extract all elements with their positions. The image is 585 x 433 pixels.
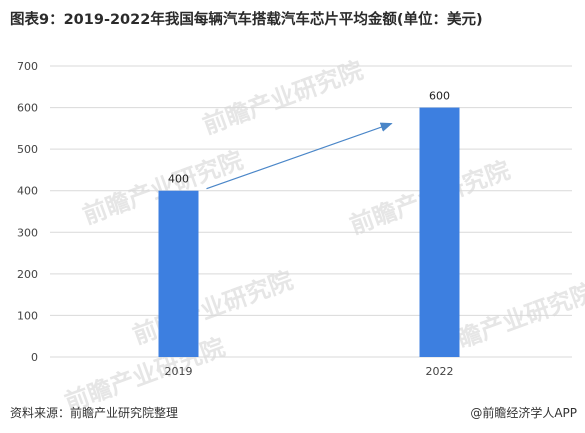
y-axis-tick-labels: 0 100 200 300 400 500 600 700 — [17, 60, 38, 364]
data-label-2022: 600 — [429, 90, 450, 103]
bar-2022 — [419, 107, 460, 357]
bar-2019 — [158, 190, 199, 357]
x-tick-label-2022: 2022 — [426, 365, 454, 378]
bars — [158, 107, 460, 357]
y-tick-label-600: 600 — [17, 102, 38, 115]
x-axis-tick-labels: 2019 2022 — [165, 365, 454, 378]
data-label-2019: 400 — [168, 173, 189, 186]
y-tick-label-0: 0 — [31, 351, 38, 364]
gridlines — [50, 65, 572, 358]
source-note: 资料来源：前瞻产业研究院整理 — [10, 406, 179, 420]
x-tick-label-2019: 2019 — [165, 365, 193, 378]
y-tick-label-100: 100 — [17, 309, 38, 322]
y-tick-label-200: 200 — [17, 268, 38, 281]
y-tick-label-300: 300 — [17, 226, 38, 239]
arrow-line — [206, 122, 393, 190]
chart-title: 图表9：2019-2022年我国每辆汽车搭载汽车芯片平均金额(单位：美元) — [10, 12, 483, 28]
trend-arrow — [206, 122, 393, 190]
y-tick-label-500: 500 — [17, 143, 38, 156]
data-labels: 400 600 — [168, 90, 450, 186]
y-tick-label-400: 400 — [17, 185, 38, 198]
credit-note: @前瞻经济学人APP — [470, 406, 577, 420]
y-tick-label-700: 700 — [17, 60, 38, 73]
